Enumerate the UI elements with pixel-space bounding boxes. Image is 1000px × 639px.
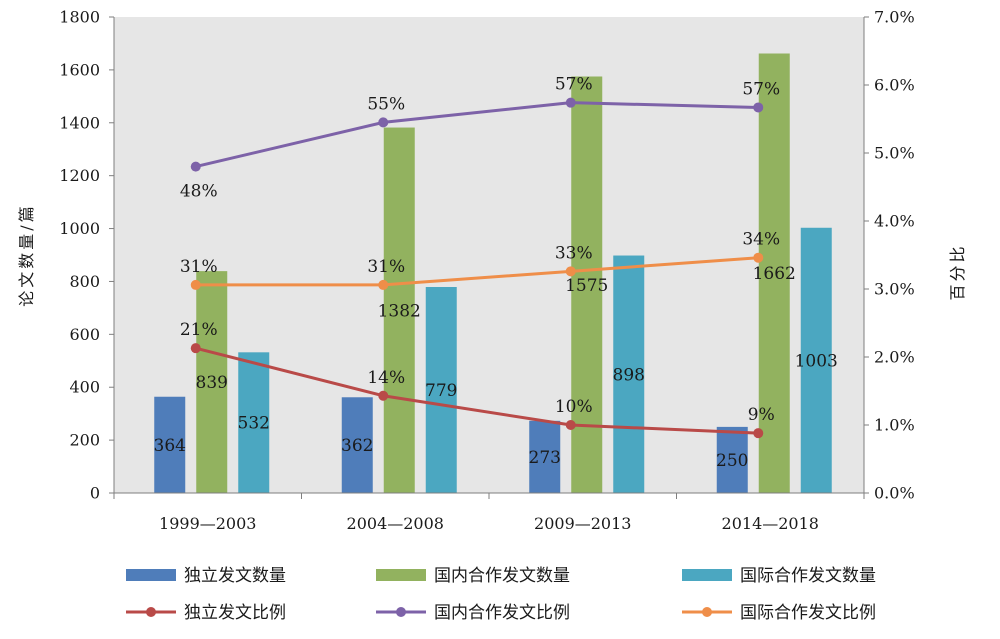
series-point bbox=[753, 428, 764, 439]
y-tick-label: 800 bbox=[69, 272, 100, 291]
legend-swatch bbox=[126, 569, 176, 581]
y2-tick-label: 1.0% bbox=[874, 416, 915, 435]
x-tick-label: 2009—2013 bbox=[534, 514, 631, 533]
bar-data-label: 898 bbox=[613, 365, 645, 385]
legend-label: 国际合作发文数量 bbox=[740, 566, 876, 586]
y-tick-label: 400 bbox=[69, 378, 100, 397]
y2-tick-label: 0.0% bbox=[874, 484, 915, 503]
x-tick-label: 2014—2018 bbox=[722, 514, 819, 533]
legend-marker bbox=[396, 607, 406, 617]
bar-data-label: 532 bbox=[238, 414, 270, 434]
y-tick-label: 1200 bbox=[59, 166, 100, 185]
series-point bbox=[190, 161, 201, 172]
legend-label: 独立发文数量 bbox=[184, 566, 286, 586]
data-labels: 364 362 273 250 839 1382 1575 1662 532 779 898 1003… bbox=[154, 75, 838, 471]
y-axis-ticks: 0 200 400 600 800 1000 1200 1400 1600 1800 bbox=[59, 8, 114, 503]
x-axis-ticks: 1999—2003 2004—2008 2009—2013 2014—2018 bbox=[113, 493, 865, 533]
bar-data-label: 1662 bbox=[753, 264, 796, 284]
series-line bbox=[195, 101, 759, 169]
line-data-label: 57% bbox=[742, 79, 780, 99]
y2-tick-label: 6.0% bbox=[874, 76, 915, 95]
line-data-label: 57% bbox=[555, 75, 593, 95]
bar bbox=[716, 426, 748, 493]
line-data-label: 48% bbox=[180, 182, 218, 202]
legend-label: 国内合作发文数量 bbox=[434, 566, 570, 586]
line-data-label: 31% bbox=[367, 257, 405, 277]
y2-axis-label: 百分比 bbox=[948, 243, 967, 300]
bar bbox=[196, 271, 228, 493]
line-data-label: 10% bbox=[555, 397, 593, 417]
y2-tick-label: 5.0% bbox=[874, 144, 915, 163]
y2-tick-label: 3.0% bbox=[874, 280, 915, 299]
y-axis-label: 论文数量/篇 bbox=[17, 203, 36, 306]
bar-data-label: 779 bbox=[425, 381, 457, 401]
series-point bbox=[753, 252, 764, 263]
bar-data-label: 1382 bbox=[378, 301, 421, 321]
bar-data-label: 250 bbox=[716, 451, 748, 471]
line-data-label: 31% bbox=[180, 257, 218, 277]
y-tick-label: 1600 bbox=[59, 60, 100, 79]
y2-tick-label: 2.0% bbox=[874, 348, 915, 367]
legend-swatch bbox=[376, 569, 426, 581]
bar-data-label: 839 bbox=[196, 373, 228, 393]
bar bbox=[425, 286, 457, 493]
y-tick-label: 1000 bbox=[59, 219, 100, 238]
legend-swatch bbox=[682, 569, 732, 581]
bar bbox=[238, 352, 270, 493]
bar bbox=[758, 53, 790, 493]
bar bbox=[154, 396, 186, 493]
y2-axis-ticks: 0.0% 1.0% 2.0% 3.0% 4.0% 5.0% 6.0% 7.0% bbox=[864, 8, 915, 503]
lines bbox=[190, 97, 764, 439]
series-point bbox=[565, 420, 576, 430]
line-data-label: 9% bbox=[748, 405, 775, 425]
bar bbox=[529, 420, 561, 493]
y-tick-label: 0 bbox=[90, 484, 100, 503]
bar bbox=[800, 227, 832, 494]
legend-label: 国际合作发文比例 bbox=[740, 603, 876, 623]
x-tick-label: 2004—2008 bbox=[347, 514, 444, 533]
legend-label: 独立发文比例 bbox=[184, 603, 286, 623]
y-tick-label: 600 bbox=[69, 325, 100, 344]
bar-data-label: 362 bbox=[341, 436, 373, 456]
series-point bbox=[565, 97, 576, 108]
x-tick-label: 1999—2003 bbox=[159, 514, 256, 533]
bars bbox=[154, 53, 832, 494]
series-point bbox=[378, 117, 389, 128]
line-data-label: 34% bbox=[742, 230, 780, 250]
line-data-label: 33% bbox=[555, 243, 593, 263]
y-tick-label: 200 bbox=[69, 431, 100, 450]
series-point bbox=[190, 343, 201, 354]
y-tick-label: 1800 bbox=[59, 8, 100, 27]
series-point bbox=[190, 279, 201, 290]
series-line bbox=[195, 346, 759, 435]
bar-data-label: 273 bbox=[529, 448, 561, 468]
series-line bbox=[195, 256, 759, 287]
line-data-label: 14% bbox=[367, 368, 405, 388]
y-tick-label: 1400 bbox=[59, 113, 100, 132]
series-point bbox=[378, 390, 389, 401]
series-point bbox=[378, 279, 389, 290]
line-data-label: 55% bbox=[367, 94, 405, 114]
legend-label: 国内合作发文比例 bbox=[434, 603, 570, 623]
bar-data-label: 364 bbox=[154, 436, 186, 456]
bar bbox=[613, 255, 645, 493]
series-point bbox=[753, 102, 764, 113]
bar bbox=[571, 76, 603, 493]
series-point bbox=[565, 266, 576, 277]
bar-data-label: 1575 bbox=[565, 276, 608, 296]
bar-data-label: 1003 bbox=[795, 351, 838, 371]
y2-tick-label: 4.0% bbox=[874, 212, 915, 231]
bar bbox=[341, 397, 373, 493]
line-data-label: 21% bbox=[180, 320, 218, 340]
bar bbox=[383, 127, 415, 493]
legend-marker bbox=[702, 607, 712, 617]
y2-tick-label: 7.0% bbox=[874, 8, 915, 27]
legend-marker bbox=[146, 607, 156, 617]
